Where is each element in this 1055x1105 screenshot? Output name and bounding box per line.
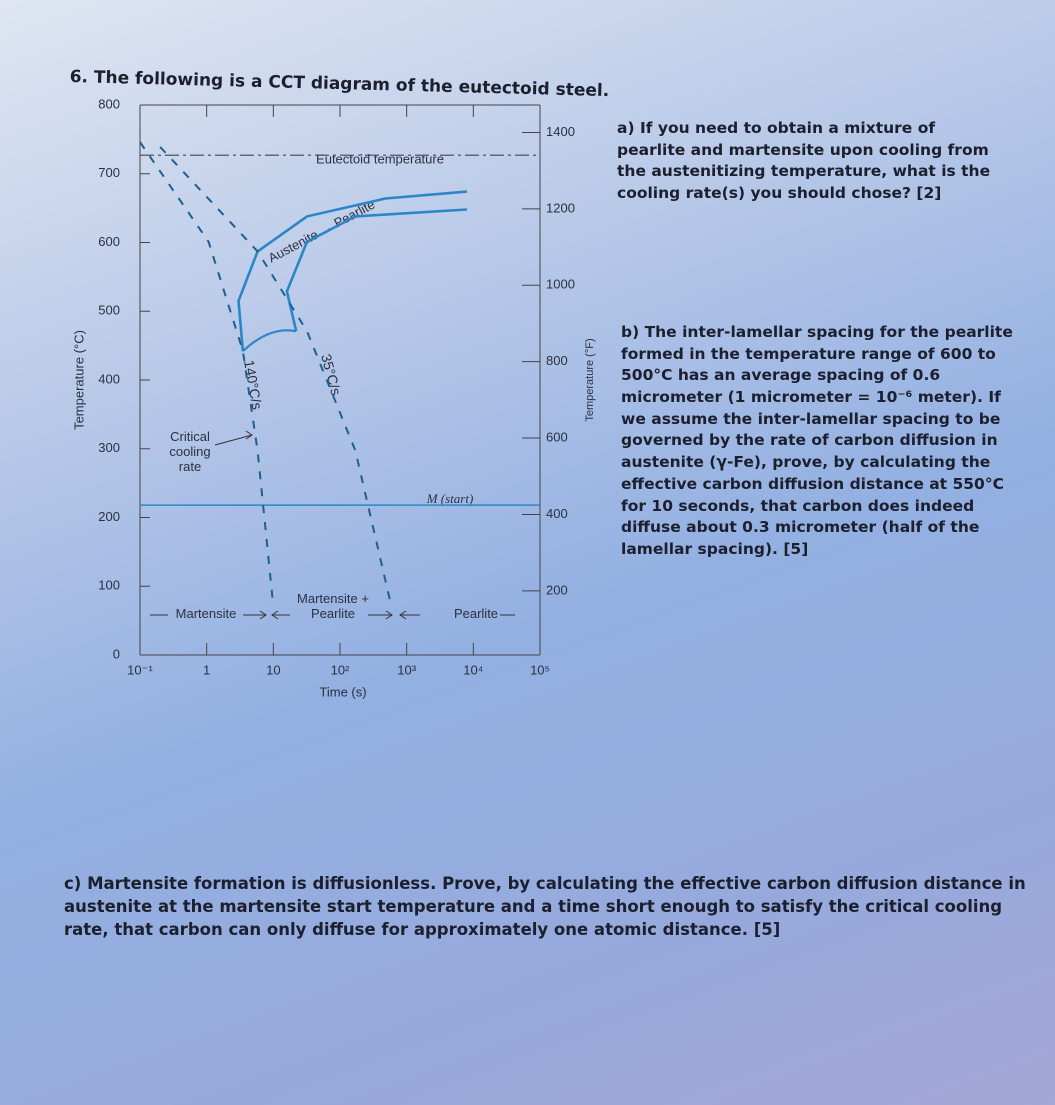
y2-tick-label: 1000	[546, 277, 575, 292]
y2-tick-label: 200	[546, 582, 568, 597]
annotation: Martensite	[175, 606, 237, 621]
curve-label: 140°C/s	[241, 359, 265, 411]
arrow	[368, 610, 515, 620]
y2-tick-label: 600	[546, 429, 568, 444]
curve-label: 35°C/s	[318, 352, 344, 397]
x-tick-label: 10²	[331, 662, 350, 677]
y-tick-label: 700	[98, 165, 120, 180]
annotation: Critical cooling rate	[169, 429, 211, 474]
x-tick-label: 10⁴	[463, 662, 483, 677]
y-tick-label: 300	[98, 440, 120, 455]
y2-tick-label: 1400	[546, 124, 575, 139]
y-tick-label: 100	[98, 578, 120, 593]
nose-line	[242, 329, 297, 352]
hline-label: Eutectoid temperature	[316, 151, 444, 166]
transformation-curve	[237, 190, 468, 352]
x-tick-label: 10³	[397, 662, 416, 677]
y-tick-label: 200	[98, 509, 120, 524]
arrow	[214, 430, 253, 446]
annotation: Pearlite	[453, 606, 499, 621]
y-axis-title: Temperature (°C)	[71, 330, 86, 430]
arrow	[150, 610, 290, 620]
y2-tick-label: 1200	[546, 200, 575, 215]
y2-tick-label: 800	[546, 353, 568, 368]
x-tick-label: 1	[203, 662, 210, 677]
x-tick-label: 10⁵	[530, 662, 550, 677]
y-tick-label: 400	[98, 371, 120, 386]
annotation: Martensite + Pearlite	[297, 591, 369, 621]
y-tick-label: 500	[98, 303, 120, 318]
y-tick-label: 800	[98, 96, 120, 111]
annotation: Austenite → Pearlite	[266, 197, 378, 266]
question-part-a: a) If you need to obtain a mixture of pe…	[617, 119, 991, 203]
hline-label: M (start)	[426, 491, 474, 506]
question-part-c: c) Martensite formation is diffusionless…	[64, 874, 1026, 940]
arrows	[150, 430, 515, 620]
y-tick-label: 600	[98, 234, 120, 249]
y2-axis-title: Temperature (°F)	[584, 338, 596, 421]
y2-tick-label: 400	[546, 506, 568, 521]
x-tick-label: 10	[266, 662, 280, 677]
question-part-b: b) The inter-lamellar spacing for the pe…	[621, 323, 1013, 558]
x-tick-label: 10⁻¹	[127, 662, 153, 677]
x-axis-title: Time (s)	[319, 684, 366, 699]
y-tick-label: 0	[113, 646, 120, 661]
